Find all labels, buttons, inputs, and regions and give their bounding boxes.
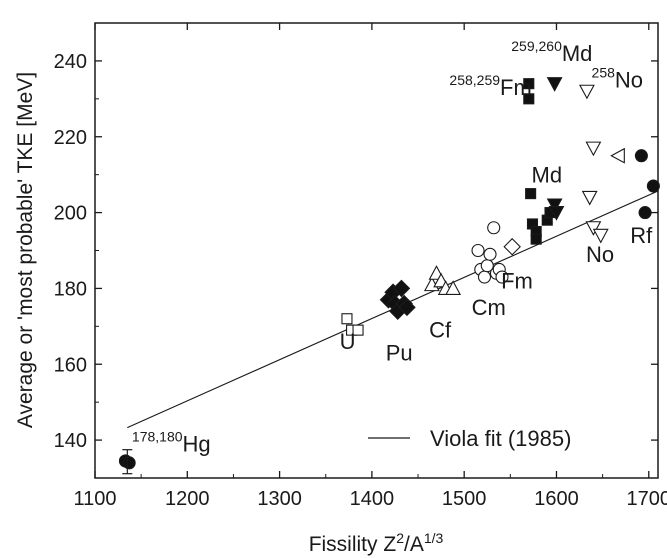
annotation-cf: Cf [429, 318, 452, 343]
annotation-u: U [340, 329, 356, 354]
filled-triangle-down-point [546, 198, 563, 214]
annotation-symbol: Md [562, 41, 593, 66]
annotation-cm: Cm [472, 295, 506, 320]
annotation-sup: 258,259 [449, 72, 500, 88]
annotation-md: 259,260Md [511, 38, 592, 66]
filled-circle-point [638, 206, 652, 220]
x-tick-label: 1300 [257, 488, 302, 510]
open-diamond-point [503, 237, 521, 256]
ticks: 1100 1200 1300 1400 1500 1600 1700 140 160 180 200… [54, 22, 667, 510]
open-triangle-down-point [581, 190, 598, 206]
annotation-md: Md [532, 162, 563, 187]
legend-label: Viola fit (1985) [430, 426, 571, 451]
legend: Viola fit (1985) [368, 426, 571, 451]
open-circle-point [483, 247, 497, 261]
data-points [118, 77, 660, 475]
x-tick-label: 1700 [627, 488, 667, 510]
annotation-sup: 258 [592, 64, 616, 80]
filled-square-point [530, 233, 542, 245]
open-triangle-left-point [610, 147, 625, 164]
annotation-sup: 178,180 [132, 428, 183, 444]
filled-triangle-down-point [548, 206, 565, 221]
filled-diamond-point [398, 298, 416, 317]
x-axis-title-sup1: 2 [396, 530, 404, 546]
open-triangle-down-point [592, 228, 609, 244]
open-circle-point [487, 221, 501, 235]
annotation-hg: 178,180Hg [132, 428, 211, 456]
y-axis-title: Average or 'most probable' TKE [MeV] [14, 72, 37, 428]
y-tick-label: 140 [54, 430, 87, 452]
annotation-no: No [586, 242, 614, 267]
x-tick-label: 1200 [165, 488, 210, 510]
y-tick-label: 200 [54, 203, 87, 225]
open-circle-point [471, 243, 485, 258]
annotation-sup: 259,260 [511, 38, 562, 54]
y-tick-label: 160 [54, 354, 87, 376]
open-circle-point [477, 270, 492, 284]
open-triangle-up-point [445, 280, 462, 295]
annotation-fm: Fm [501, 268, 533, 293]
filled-diamond-point [392, 279, 411, 298]
annotation-pu: Pu [386, 340, 413, 365]
open-square-point [341, 313, 353, 325]
annotation-symbol: No [615, 67, 643, 92]
x-axis-title-sup2: 1/3 [424, 530, 444, 546]
filled-square-point [523, 78, 535, 90]
x-tick-label: 1400 [350, 488, 395, 510]
annotation-fm: 258,259Fm [449, 72, 531, 100]
open-square-point [352, 324, 364, 336]
x-axis-title-main: Fissility Z [309, 533, 397, 556]
x-axis-title: Fissility Z2/A1/3 [309, 530, 444, 556]
x-tick-label: 1600 [534, 488, 579, 510]
annotation-rf: Rf [630, 223, 653, 248]
x-tick-label: 1100 [73, 488, 116, 510]
x-axis-title-mid: /A [404, 533, 424, 556]
open-triangle-down-point [585, 221, 602, 236]
open-triangle-down-point [579, 84, 595, 100]
filled-circle-point [634, 149, 648, 163]
plot-frame [94, 22, 659, 479]
y-tick-label: 240 [54, 51, 87, 73]
y-tick-label: 180 [54, 278, 87, 300]
open-triangle-down-point [585, 141, 602, 157]
filled-triangle-down-point [546, 77, 563, 92]
annotation-symbol: Hg [183, 431, 211, 456]
filled-square-point [525, 188, 537, 200]
annotation-no: 258No [592, 64, 643, 92]
y-tick-label: 220 [54, 127, 87, 149]
open-circle-point [495, 270, 509, 284]
filled-circle-point [122, 456, 136, 470]
annotation-symbol: Fm [500, 75, 532, 100]
filled-circle-point [646, 179, 660, 193]
filled-square-point [523, 93, 535, 105]
x-tick-label: 1500 [442, 488, 487, 510]
